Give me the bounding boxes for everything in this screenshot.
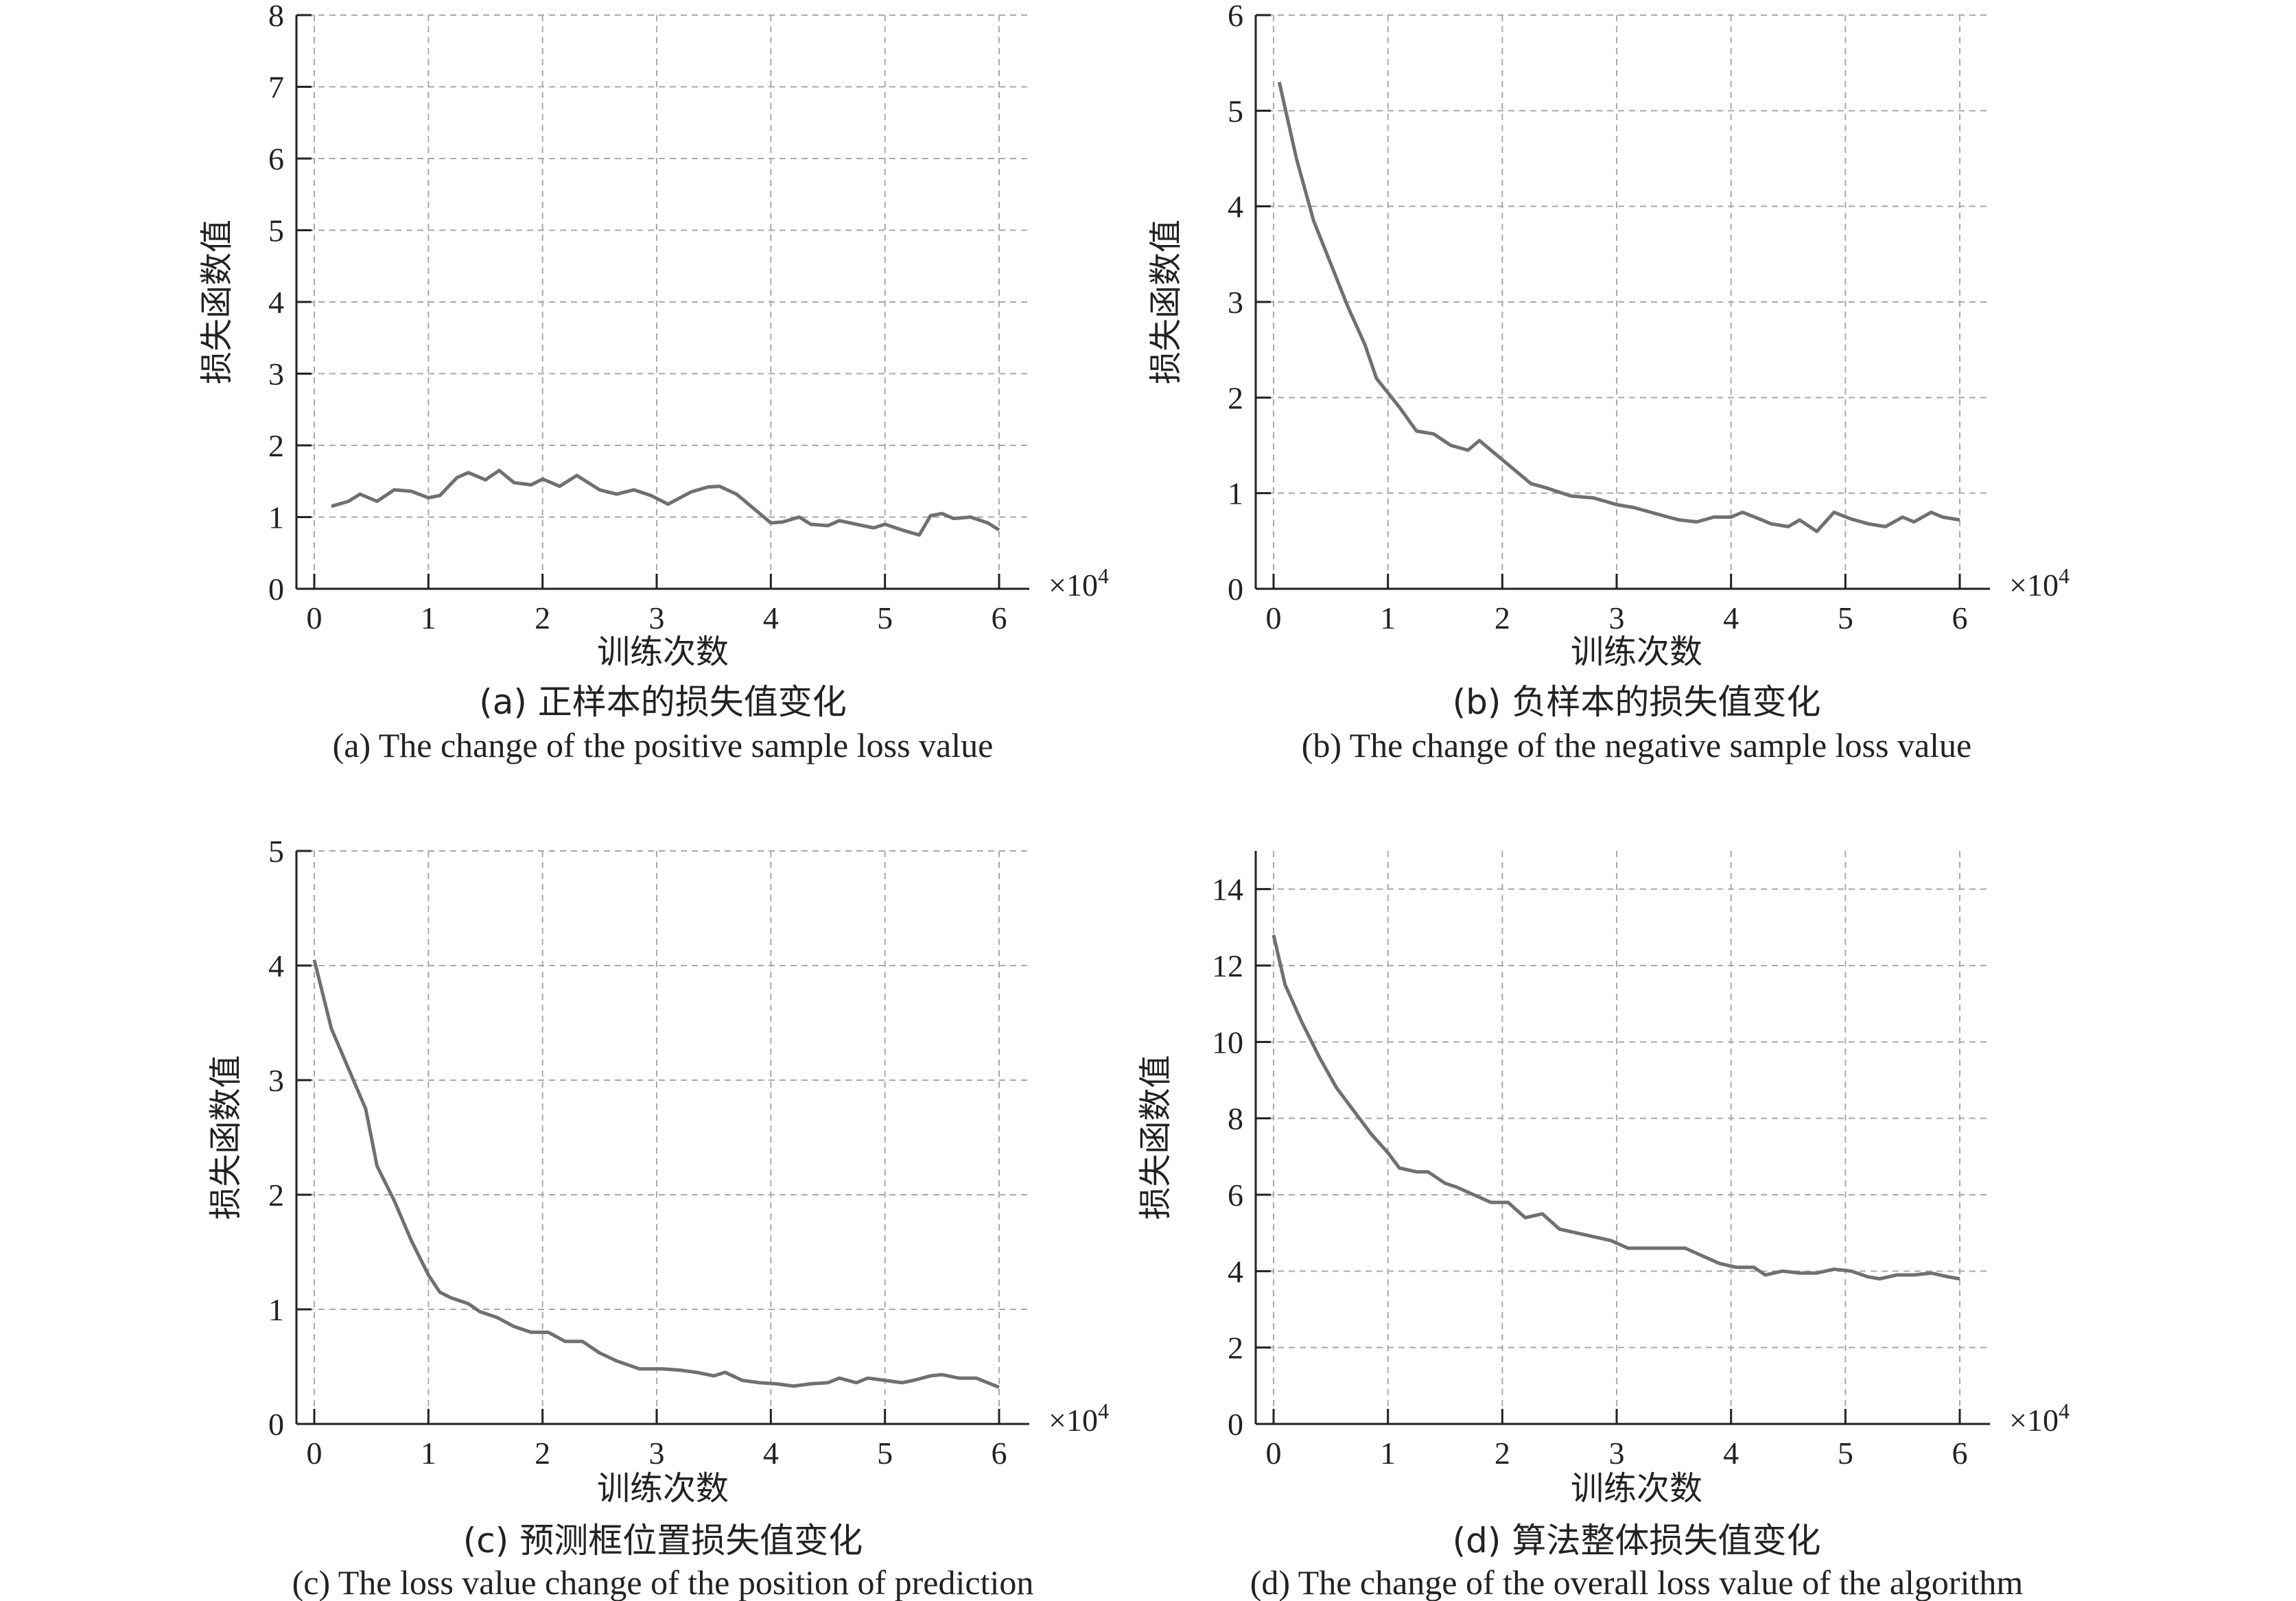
x-tick-label: 2 — [535, 1436, 550, 1471]
x-tick-label: 0 — [1266, 1436, 1282, 1471]
loss-series-line — [312, 959, 1000, 1389]
x-tick-label: 0 — [1266, 600, 1282, 635]
x-tick-label: 5 — [1838, 1436, 1853, 1471]
y-tick-label: 2 — [1228, 1331, 1243, 1366]
caption-en: (a) The change of the positive sample lo… — [333, 726, 994, 764]
panel-c: 0 1 2 3 4 5 0 1 2 3 4 5 6 ×104 训练次数 损失函数值 (c) 预测框位置损失值变化… — [207, 834, 1109, 1601]
y-tick-label: 8 — [1228, 1101, 1243, 1136]
y-tick-label: 1 — [268, 1292, 284, 1327]
x-tick-label: 5 — [1838, 600, 1853, 635]
x-tick-label: 1 — [421, 600, 436, 635]
y-tick-label: 2 — [268, 1178, 284, 1213]
x-tick-label: 4 — [1723, 1436, 1739, 1471]
x-tick-label: 1 — [1380, 600, 1396, 635]
y-tick-label: 14 — [1212, 872, 1243, 907]
loss-series-line — [331, 469, 1000, 537]
y-tick-label: 2 — [1228, 380, 1243, 415]
y-tick-label: 3 — [268, 1063, 284, 1098]
x-tick-label: 2 — [535, 600, 550, 635]
y-tick-label: 2 — [268, 428, 284, 463]
caption-en: (c) The loss value change of the positio… — [292, 1563, 1034, 1601]
y-tick-label: 5 — [268, 834, 284, 869]
panel-b: 0 1 2 3 4 5 6 0 1 2 3 4 5 6 ×104 训练次数 损失函数值 (b) 负样本的损失值变化… — [1147, 0, 2070, 764]
x-tick-label: 4 — [1723, 600, 1739, 635]
y-tick-label: 0 — [268, 1407, 284, 1442]
x-axis-title: 训练次数 — [597, 633, 729, 671]
panel-a: 0 1 2 3 4 5 6 7 8 0 1 2 3 4 5 6 ×104 训练次数 损失函数值 (a) 正样本的损失值… — [198, 0, 1109, 764]
y-axis-title: 损失函数值 — [1136, 1055, 1175, 1219]
caption-en: (d) The change of the overall loss value… — [1250, 1563, 2024, 1601]
y-tick-label: 3 — [1228, 285, 1243, 320]
y-tick-label: 4 — [268, 285, 284, 320]
x-tick-label: 5 — [877, 1436, 893, 1471]
x-tick-label: 5 — [877, 600, 893, 635]
caption-en: (b) The change of the negative sample lo… — [1302, 726, 1972, 764]
x-tick-label: 1 — [1380, 1436, 1396, 1471]
caption-zh: (a) 正样本的损失值变化 — [479, 682, 847, 722]
x-tick-label: 1 — [421, 1436, 436, 1471]
x-axis-title: 训练次数 — [1571, 633, 1702, 671]
caption-zh: (c) 预测框位置损失值变化 — [463, 1521, 863, 1561]
y-tick-label: 10 — [1212, 1025, 1243, 1060]
x-tick-label: 6 — [992, 600, 1007, 635]
y-tick-label: 0 — [1228, 572, 1243, 607]
y-tick-label: 0 — [268, 572, 284, 607]
loss-series-line — [1272, 934, 1960, 1281]
x-axis-title: 训练次数 — [597, 1469, 729, 1508]
x-tick-label: 4 — [763, 600, 779, 635]
y-tick-label: 4 — [1228, 189, 1243, 224]
x-multiplier: ×104 — [1049, 563, 1109, 603]
y-tick-label: 4 — [268, 948, 284, 983]
x-tick-label: 2 — [1495, 600, 1510, 635]
x-axis-title: 训练次数 — [1571, 1469, 1702, 1508]
x-tick-label: 0 — [307, 600, 323, 635]
x-multiplier: ×104 — [2009, 563, 2070, 603]
y-axis-title: 损失函数值 — [207, 1055, 245, 1219]
x-tick-label: 0 — [307, 1436, 323, 1471]
loss-series-line — [1277, 81, 1960, 533]
x-tick-label: 6 — [992, 1436, 1007, 1471]
x-tick-label: 3 — [1609, 1436, 1625, 1471]
y-tick-label: 6 — [1228, 0, 1243, 33]
y-axis-title: 损失函数值 — [198, 220, 236, 384]
x-tick-label: 3 — [649, 1436, 665, 1471]
y-tick-label: 6 — [1228, 1178, 1243, 1213]
y-tick-label: 3 — [268, 357, 284, 392]
y-tick-label: 6 — [268, 141, 284, 176]
y-tick-label: 8 — [268, 0, 284, 33]
caption-zh: (d) 算法整体损失值变化 — [1453, 1521, 1821, 1561]
y-tick-label: 4 — [1228, 1254, 1243, 1289]
x-multiplier: ×104 — [1049, 1399, 1109, 1438]
x-tick-label: 3 — [1609, 600, 1625, 635]
x-tick-label: 2 — [1495, 1436, 1510, 1471]
x-tick-label: 3 — [649, 600, 665, 635]
x-tick-label: 6 — [1952, 600, 1968, 635]
x-tick-label: 4 — [763, 1436, 779, 1471]
y-tick-label: 5 — [1228, 93, 1243, 128]
y-tick-label: 7 — [268, 70, 284, 105]
y-tick-label: 1 — [1228, 476, 1243, 511]
y-tick-label: 12 — [1212, 948, 1243, 983]
y-tick-label: 1 — [268, 500, 284, 535]
y-tick-label: 0 — [1228, 1407, 1243, 1442]
y-axis-title: 损失函数值 — [1147, 220, 1185, 384]
x-tick-label: 6 — [1952, 1436, 1968, 1471]
caption-zh: (b) 负样本的损失值变化 — [1453, 682, 1821, 722]
y-tick-label: 5 — [268, 213, 284, 248]
x-multiplier: ×104 — [2009, 1399, 2070, 1438]
